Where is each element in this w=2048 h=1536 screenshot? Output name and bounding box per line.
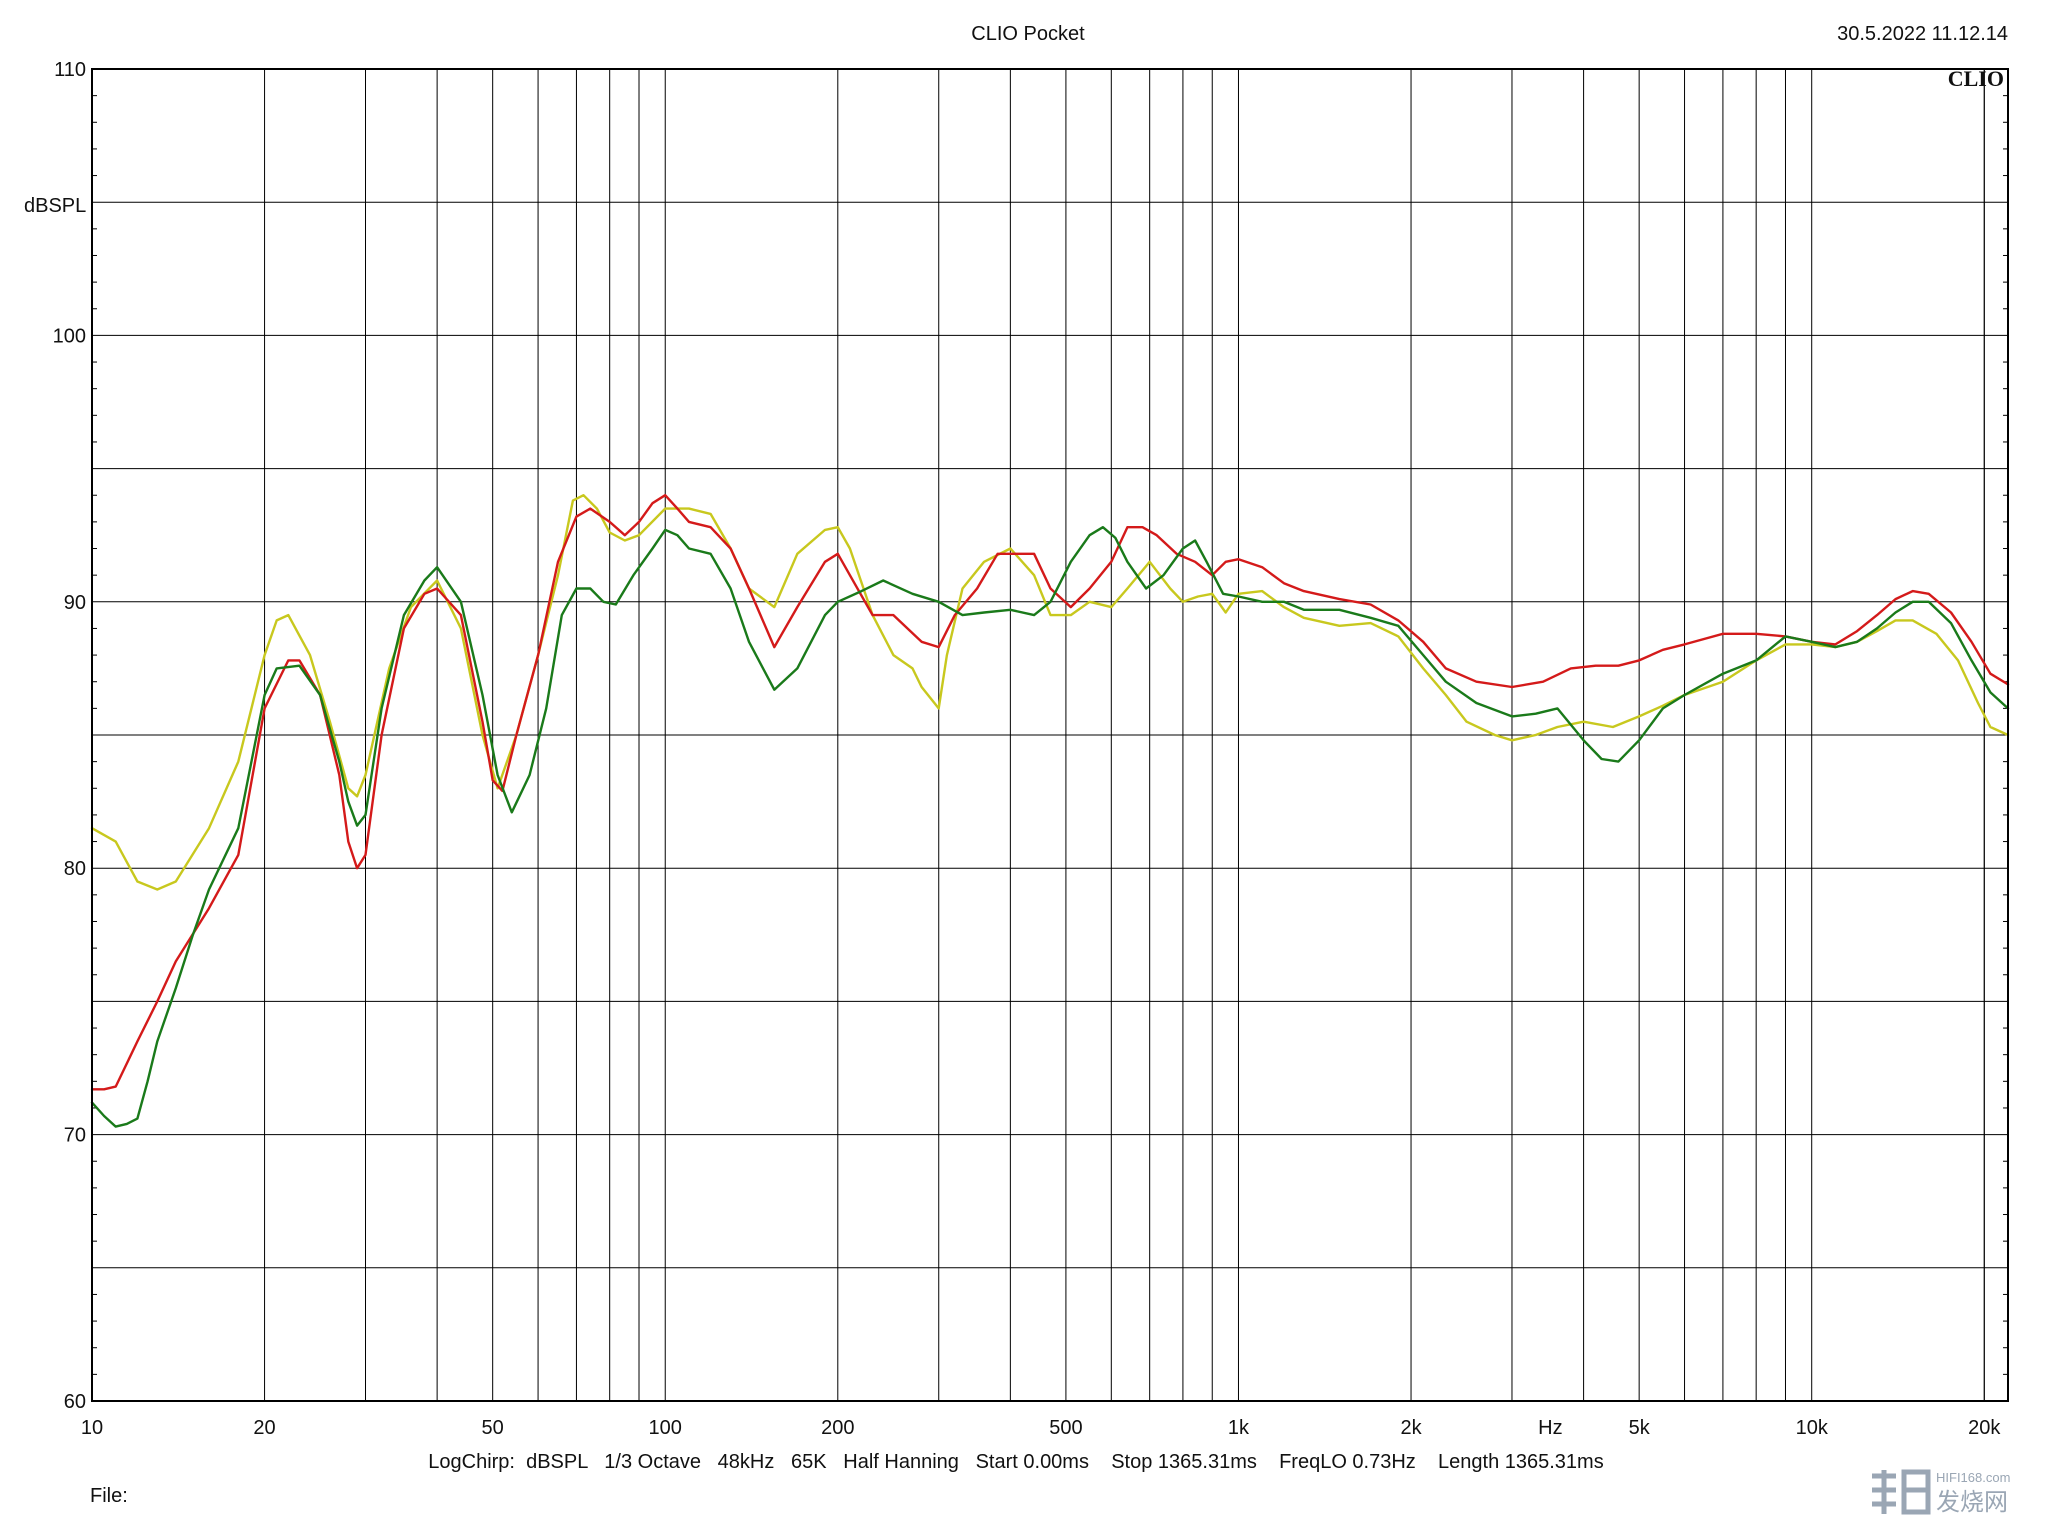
y-tick-label: 80	[64, 858, 86, 880]
x-tick-label: 1k	[1228, 1417, 1250, 1439]
y-axis-label: dBSPL	[24, 195, 86, 217]
y-tick-label: 100	[53, 325, 86, 347]
x-tick-label: 5k	[1629, 1417, 1651, 1439]
x-tick-label: 20	[253, 1417, 275, 1439]
y-tick-label: 60	[64, 1391, 86, 1413]
x-tick-label: 100	[649, 1417, 682, 1439]
series-line-3	[90, 526, 2010, 1128]
x-tick-label: 50	[482, 1417, 504, 1439]
y-tick-label: 70	[64, 1125, 86, 1147]
watermark-name: 发烧网	[1936, 1489, 2008, 1516]
x-tick-label: 20k	[1968, 1417, 2001, 1439]
watermark-logo: HIFI168.com 发烧网	[1872, 1469, 2010, 1516]
x-tick-label: 10	[81, 1417, 103, 1439]
watermark-site: HIFI168.com	[1936, 1470, 2010, 1485]
x-tick-label: 500	[1049, 1417, 1082, 1439]
watermark-icon	[1872, 1469, 1931, 1515]
x-tick-label: 10k	[1796, 1417, 1829, 1439]
x-axis-unit-label: Hz	[1538, 1417, 1562, 1439]
x-axis-tick-labels: 10 20 50 100 200 500 1k 2k 5k 10k 20k	[81, 1417, 2002, 1439]
data-series-group	[90, 494, 2010, 1128]
y-axis-tick-labels: 60 70 80 90 100 110	[53, 59, 86, 1413]
timestamp: 30.5.2022 11.12.14	[1837, 23, 2008, 45]
x-tick-label: 200	[821, 1417, 854, 1439]
x-tick-label: 2k	[1400, 1417, 1422, 1439]
plot-frame	[91, 68, 2009, 1402]
y-tick-label: 110	[54, 59, 86, 81]
clio-brand-label: CLIO	[1948, 66, 2004, 91]
measurement-settings: LogChirp: dBSPL 1/3 Octave 48kHz 65K Hal…	[428, 1451, 1603, 1473]
chart-title: CLIO Pocket	[971, 23, 1085, 45]
file-label: File:	[90, 1485, 128, 1507]
series-line-1	[90, 494, 2010, 891]
y-tick-label: 90	[64, 592, 86, 614]
series-line-2	[90, 494, 2010, 1091]
